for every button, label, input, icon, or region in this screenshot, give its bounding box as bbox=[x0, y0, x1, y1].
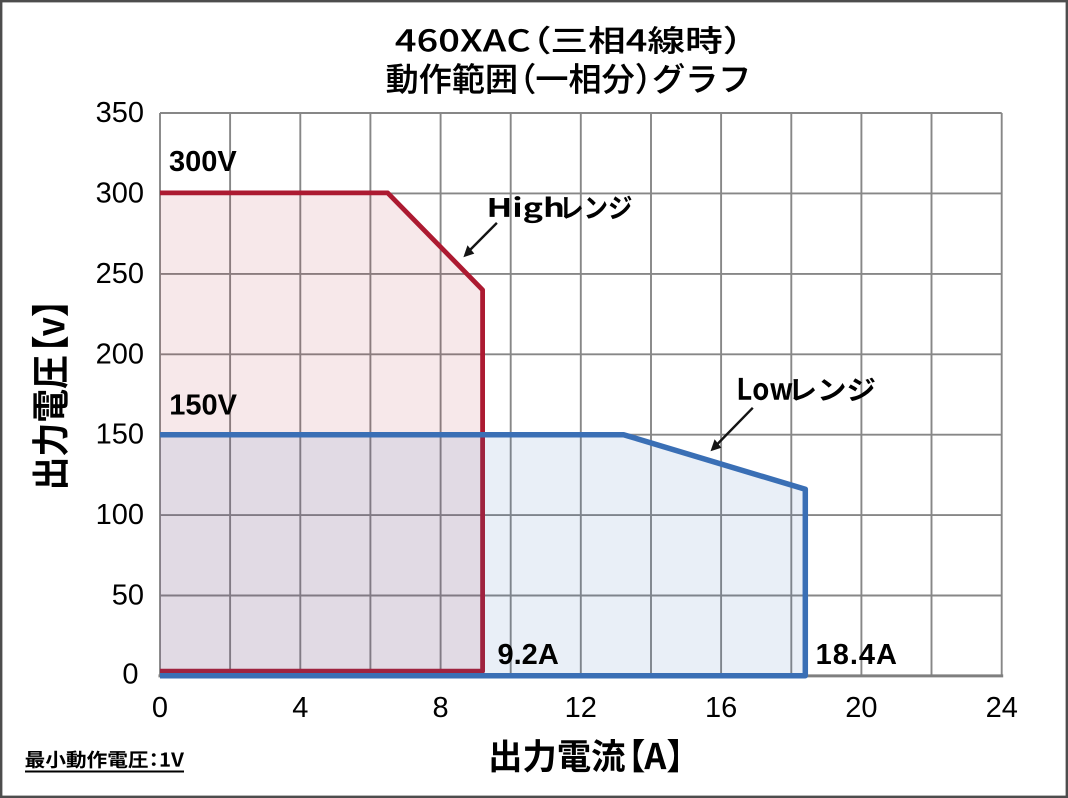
svg-text:150V: 150V bbox=[169, 389, 237, 421]
svg-text:24: 24 bbox=[986, 692, 1018, 724]
svg-text:20: 20 bbox=[845, 692, 877, 724]
svg-text:50: 50 bbox=[112, 580, 144, 612]
svg-text:300: 300 bbox=[96, 177, 144, 209]
svg-text:8: 8 bbox=[433, 692, 449, 724]
svg-text:350: 350 bbox=[96, 97, 144, 129]
svg-text:18.4A: 18.4A bbox=[816, 639, 898, 671]
svg-text:150: 150 bbox=[96, 419, 144, 451]
svg-text:300V: 300V bbox=[169, 146, 237, 178]
svg-text:9.2A: 9.2A bbox=[498, 639, 559, 671]
svg-text:100: 100 bbox=[96, 499, 144, 531]
svg-text:0: 0 bbox=[152, 692, 168, 724]
svg-text:12: 12 bbox=[565, 692, 597, 724]
svg-text:4: 4 bbox=[292, 692, 308, 724]
svg-text:200: 200 bbox=[96, 338, 144, 370]
svg-text:250: 250 bbox=[96, 258, 144, 290]
svg-text:0: 0 bbox=[122, 659, 138, 691]
svg-text:16: 16 bbox=[705, 692, 737, 724]
